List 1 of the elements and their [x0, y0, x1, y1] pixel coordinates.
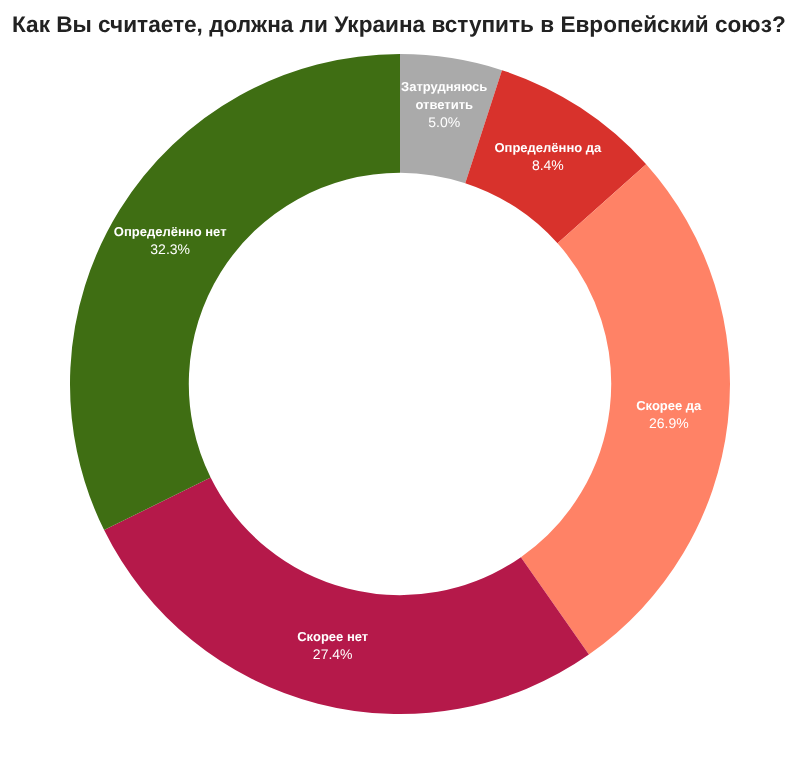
- chart-title: Как Вы считаете, должна ли Украина вступить в Европейский союз?: [10, 12, 788, 42]
